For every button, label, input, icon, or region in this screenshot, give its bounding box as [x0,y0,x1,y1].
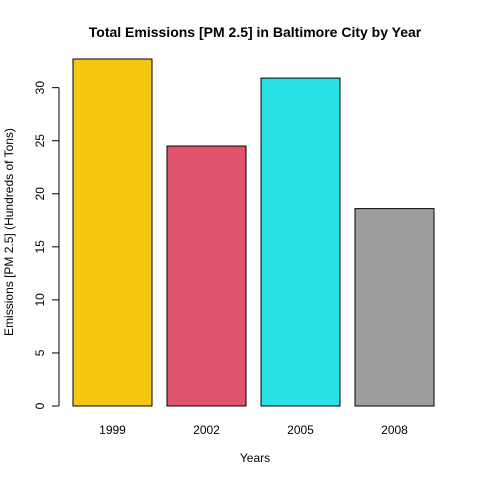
chart-title: Total Emissions [PM 2.5] in Baltimore Ci… [89,24,422,40]
y-tick-label-30: 30 [33,81,47,95]
bars-group [72,58,435,407]
bar-2005 [260,77,341,407]
bar-2008 [354,208,435,407]
x-tick-label-2005: 2005 [287,423,314,437]
x-tick-label-2002: 2002 [193,423,220,437]
x-tick-label-2008: 2008 [381,423,408,437]
x-axis-tick-labels: 1999 2002 2005 2008 [99,423,408,437]
y-axis-label: Emissions [PM 2.5] (Hundreds of Tons) [2,128,16,336]
bar-2002 [166,145,247,407]
y-tick-label-0: 0 [33,402,47,409]
y-tick-label-15: 15 [33,240,47,254]
x-axis-label: Years [240,451,270,465]
bar-1999 [72,58,153,407]
y-tick-label-25: 25 [33,134,47,148]
y-tick-label-10: 10 [33,293,47,307]
y-tick-label-20: 20 [33,187,47,201]
y-tick-label-5: 5 [33,349,47,356]
y-axis: 0 5 10 15 20 25 30 [33,81,60,409]
x-tick-label-1999: 1999 [99,423,126,437]
